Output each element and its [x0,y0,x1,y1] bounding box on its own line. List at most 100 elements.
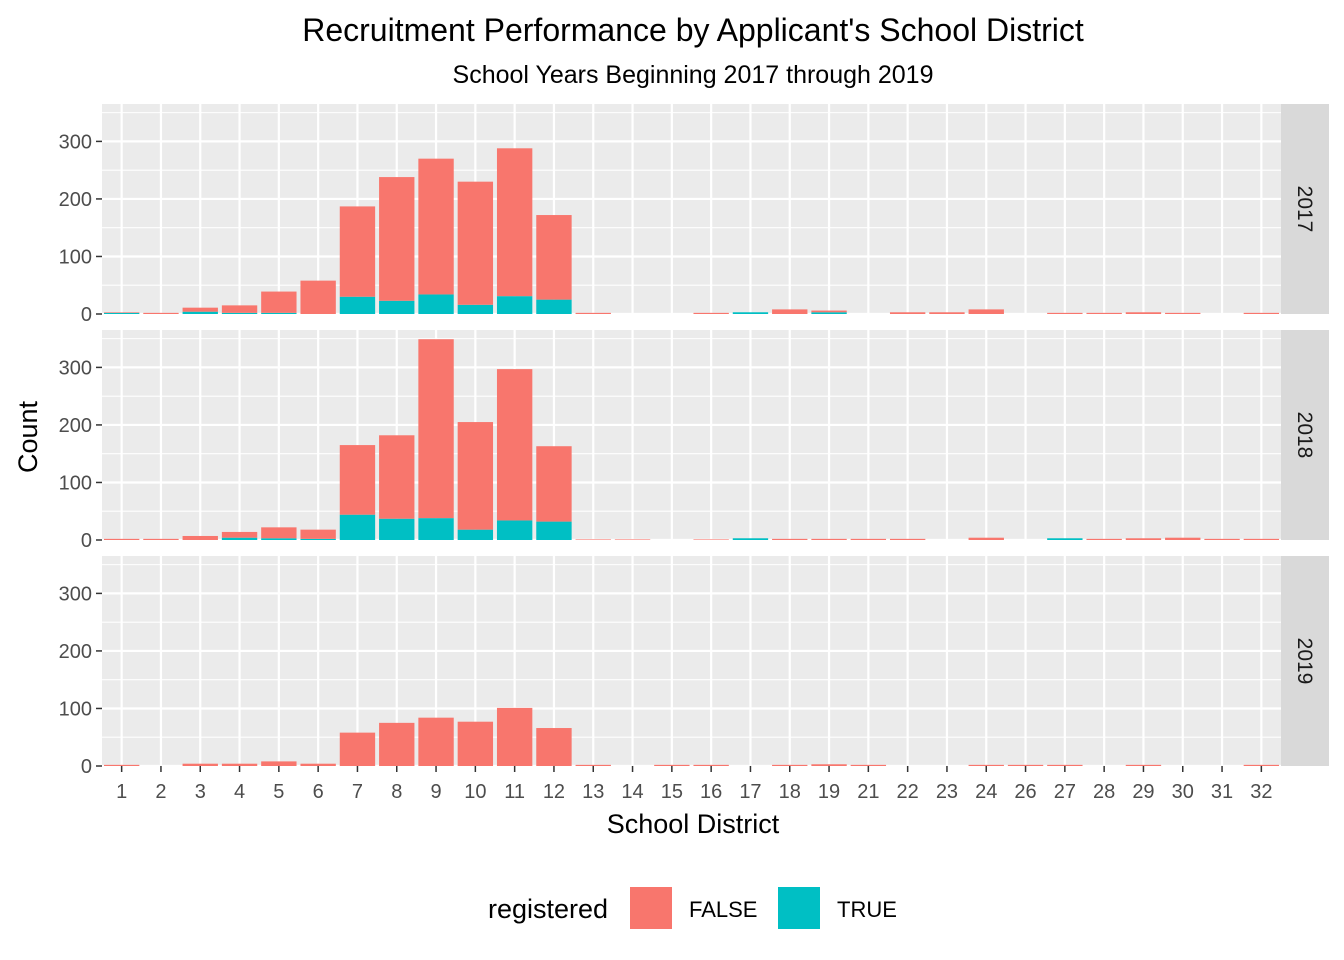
bar-false-district-18 [772,764,808,766]
y-tick-label: 300 [59,583,92,605]
bar-false-district-18 [772,309,808,314]
bar-false-district-12 [536,215,572,300]
bar-false-district-32 [1243,764,1280,766]
legend: registered FALSE TRUE [488,887,897,929]
bar-false-district-13 [575,539,611,540]
bar-false-district-32 [1243,538,1280,540]
bar-true-district-11 [496,296,533,314]
bar-false-district-9 [418,339,454,519]
bar-false-district-22 [889,312,926,314]
bar-true-district-12 [536,299,572,314]
panel-background [102,330,1281,540]
bar-false-district-28 [1086,538,1122,540]
bar-false-district-9 [418,158,454,295]
x-tick-label: 2 [155,781,166,803]
bar-false-district-19 [811,764,847,766]
x-tick-label: 26 [1014,781,1036,803]
bar-false-district-1 [103,538,140,540]
y-tick-label: 300 [59,131,92,153]
bar-false-district-19 [811,538,847,540]
bar-false-district-27 [1047,764,1083,766]
legend-key-true [778,887,820,929]
bar-true-district-11 [496,520,533,540]
x-axis: 1 2 3 4 5 6 7 8 9 10 11 12 13 14 15 16 17 18 19 21 22 23 24 26 2… [116,766,1272,803]
x-tick-label: 1 [116,781,127,803]
bar-false-district-4 [221,763,258,766]
bar-true-district-19 [811,312,847,314]
bar-true-district-3 [182,311,218,314]
facet-panel-2019: 0 100 200 300 2019 [59,556,1329,778]
y-tick-label: 200 [59,415,92,437]
bar-true-district-4 [221,537,258,540]
x-tick-label: 15 [661,781,683,803]
legend-label-false: FALSE [689,897,757,922]
x-tick-label: 3 [195,781,206,803]
bar-false-district-4 [221,305,258,313]
x-tick-label: 14 [621,781,643,803]
bar-false-district-10 [457,721,494,766]
x-tick-label: 18 [779,781,801,803]
bar-false-district-19 [811,310,847,313]
x-tick-label: 31 [1211,781,1233,803]
bar-false-district-9 [418,717,454,766]
x-axis-title: School District [607,809,780,839]
bar-true-district-1 [103,312,140,314]
bar-true-district-17 [732,312,769,314]
facet-strip [1281,104,1329,314]
bar-false-district-4 [221,531,258,538]
x-tick-label: 30 [1172,781,1194,803]
bar-false-district-12 [536,446,572,522]
bar-false-district-10 [457,181,494,305]
facet-strip-label: 2019 [1293,638,1316,685]
bar-false-district-8 [379,435,415,519]
bar-false-district-24 [968,764,1004,766]
bar-false-district-6 [300,763,336,766]
facet-strip-label: 2017 [1293,186,1316,233]
bar-true-district-5 [261,312,297,314]
bar-false-district-3 [182,763,218,766]
bar-false-district-1 [103,764,140,766]
facet-panel-2017: 0 100 200 300 2017 [59,104,1329,326]
x-tick-label: 13 [582,781,604,803]
bar-false-district-30 [1165,537,1201,540]
bar-true-district-27 [1047,538,1083,540]
y-tick-label: 100 [59,472,92,494]
bar-false-district-22 [889,538,926,540]
x-tick-label: 22 [897,781,919,803]
x-tick-label: 12 [543,781,565,803]
bar-false-district-21 [850,764,887,766]
bar-false-district-16 [693,764,729,766]
bar-false-district-7 [339,206,376,297]
bar-true-district-6 [300,538,336,540]
x-tick-label: 6 [313,781,324,803]
bar-false-district-1 [103,312,140,313]
bar-true-district-9 [418,518,454,540]
bar-true-district-8 [379,518,415,540]
y-tick-label: 0 [81,530,92,552]
bar-false-district-28 [1086,312,1122,314]
x-tick-label: 23 [936,781,958,803]
bar-false-district-8 [379,177,415,301]
bar-false-district-6 [300,280,336,314]
x-tick-label: 4 [234,781,245,803]
x-tick-label: 24 [975,781,997,803]
bar-false-district-30 [1165,312,1201,314]
bar-false-district-14 [614,539,651,540]
bar-true-district-10 [457,304,494,314]
bar-true-district-9 [418,294,454,314]
bar-false-district-11 [496,148,533,297]
x-tick-label: 32 [1250,781,1272,803]
bar-false-district-26 [1007,764,1044,766]
bar-false-district-3 [182,307,218,312]
bar-false-district-18 [772,538,808,540]
bar-true-district-17 [732,538,769,540]
bar-false-district-12 [536,728,572,766]
facet-panels: 0 100 200 300 2017 0 100 200 300 2018 0 100 200 300 20… [59,104,1329,778]
x-tick-label: 17 [739,781,761,803]
y-tick-label: 100 [59,698,92,720]
facet-strip-label: 2018 [1293,412,1316,459]
y-tick-label: 300 [59,357,92,379]
legend-title: registered [488,894,608,924]
bar-false-district-11 [496,369,533,521]
